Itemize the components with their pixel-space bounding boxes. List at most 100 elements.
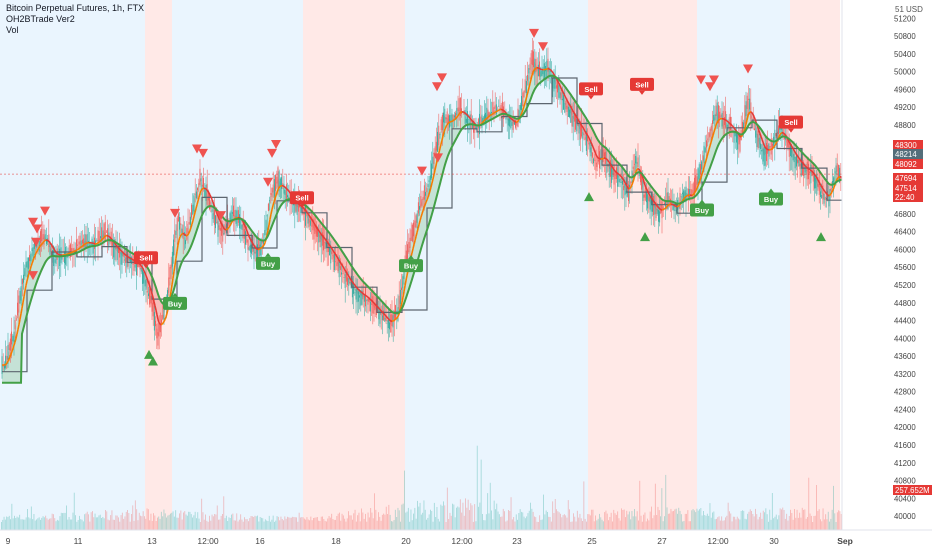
fast-ma-line xyxy=(595,152,596,155)
fast-ma-line xyxy=(498,110,499,111)
volume-bar xyxy=(664,516,665,530)
fast-ma-line xyxy=(413,245,414,249)
candle-body xyxy=(27,261,28,267)
candle-body xyxy=(657,209,658,214)
candle-body xyxy=(422,199,423,206)
fast-ma-line xyxy=(452,121,453,122)
fast-ma-line xyxy=(5,364,6,365)
candle-body xyxy=(431,164,432,179)
fast-ma-line xyxy=(320,233,321,234)
candle-body xyxy=(170,267,171,279)
fast-ma-line xyxy=(7,361,8,363)
fast-ma-line xyxy=(315,225,316,227)
signal-text: Sell xyxy=(295,194,308,203)
volume-bar xyxy=(392,522,393,531)
candle-body xyxy=(392,314,393,326)
session-band-bear xyxy=(145,0,172,530)
volume-bar xyxy=(788,521,789,530)
volume-label[interactable]: Vol xyxy=(6,25,144,36)
fast-ma-line xyxy=(648,192,649,194)
volume-bar xyxy=(798,518,799,530)
fast-ma-line xyxy=(208,191,209,193)
volume-bar xyxy=(356,522,357,530)
volume-bar xyxy=(431,511,432,530)
candle-body xyxy=(348,278,349,286)
candle-body xyxy=(743,123,744,128)
fast-ma-line xyxy=(103,238,104,239)
price-tag: 47514 xyxy=(893,183,923,193)
candle-body xyxy=(23,275,24,283)
volume-bar xyxy=(255,516,256,530)
candle-body xyxy=(820,191,821,197)
fast-ma-line xyxy=(444,129,445,132)
candle-body xyxy=(598,160,599,162)
volume-bar xyxy=(84,514,85,530)
fast-ma-line xyxy=(102,239,103,240)
volume-bar xyxy=(161,512,162,530)
volume-bar xyxy=(208,522,209,530)
fast-ma-line xyxy=(567,100,568,102)
candle-body xyxy=(148,294,149,297)
fast-ma-line xyxy=(791,145,792,147)
candle-body xyxy=(623,186,624,190)
volume-bar xyxy=(595,516,596,531)
volume-bar xyxy=(416,519,417,530)
volume-bar xyxy=(660,516,661,530)
indicator-name[interactable]: OH2BTrade Ver2 xyxy=(6,14,144,25)
fast-ma-line xyxy=(655,203,656,204)
volume-bar xyxy=(832,510,833,530)
volume-bar xyxy=(513,517,514,530)
volume-bar xyxy=(743,511,744,530)
candle-body xyxy=(466,119,467,123)
candle-body xyxy=(107,228,108,245)
volume-bar xyxy=(576,522,577,531)
volume-bar xyxy=(583,481,584,530)
candle-body xyxy=(410,238,411,248)
fast-ma-line xyxy=(656,204,657,205)
fast-ma-line xyxy=(48,241,49,242)
candle-body xyxy=(807,162,808,179)
candle-body xyxy=(615,172,616,179)
fast-ma-line xyxy=(145,273,146,275)
volume-bar xyxy=(75,515,76,530)
fast-ma-line xyxy=(229,226,230,228)
fast-ma-line xyxy=(706,157,707,161)
volume-bar xyxy=(388,505,389,530)
volume-bar xyxy=(830,519,831,530)
fast-ma-line xyxy=(8,359,9,361)
volume-bar xyxy=(444,505,445,530)
fast-ma-line xyxy=(816,176,817,178)
fast-ma-line xyxy=(448,123,449,124)
fast-ma-line xyxy=(194,213,195,217)
fast-ma-line xyxy=(288,190,289,191)
candle-body xyxy=(584,134,585,135)
volume-bar xyxy=(833,486,834,530)
fast-ma-line xyxy=(779,135,780,137)
volume-bar xyxy=(825,514,826,530)
fast-ma-line xyxy=(52,246,53,248)
candle-body xyxy=(341,272,342,274)
time-tick-label: 11 xyxy=(74,536,83,546)
candle-body xyxy=(804,167,805,173)
candle-body xyxy=(242,225,243,230)
fast-ma-line xyxy=(171,285,172,292)
symbol-title[interactable]: Bitcoin Perpetual Futures, 1h, FTX xyxy=(6,3,144,14)
candle-body xyxy=(818,184,819,187)
volume-bar xyxy=(41,518,42,530)
candle-body xyxy=(429,180,430,181)
fast-ma-line xyxy=(19,319,20,324)
candle-body xyxy=(96,240,97,241)
volume-bar xyxy=(217,506,218,531)
fast-ma-line xyxy=(115,244,116,245)
volume-bar xyxy=(35,521,36,530)
volume-bar xyxy=(734,517,735,530)
fast-ma-line xyxy=(154,302,155,306)
fast-ma-line xyxy=(510,118,511,119)
fast-ma-line xyxy=(250,239,251,241)
candle-body xyxy=(414,221,415,228)
candle-body xyxy=(566,101,567,110)
volume-bar xyxy=(802,508,803,530)
volume-bar xyxy=(568,500,569,530)
